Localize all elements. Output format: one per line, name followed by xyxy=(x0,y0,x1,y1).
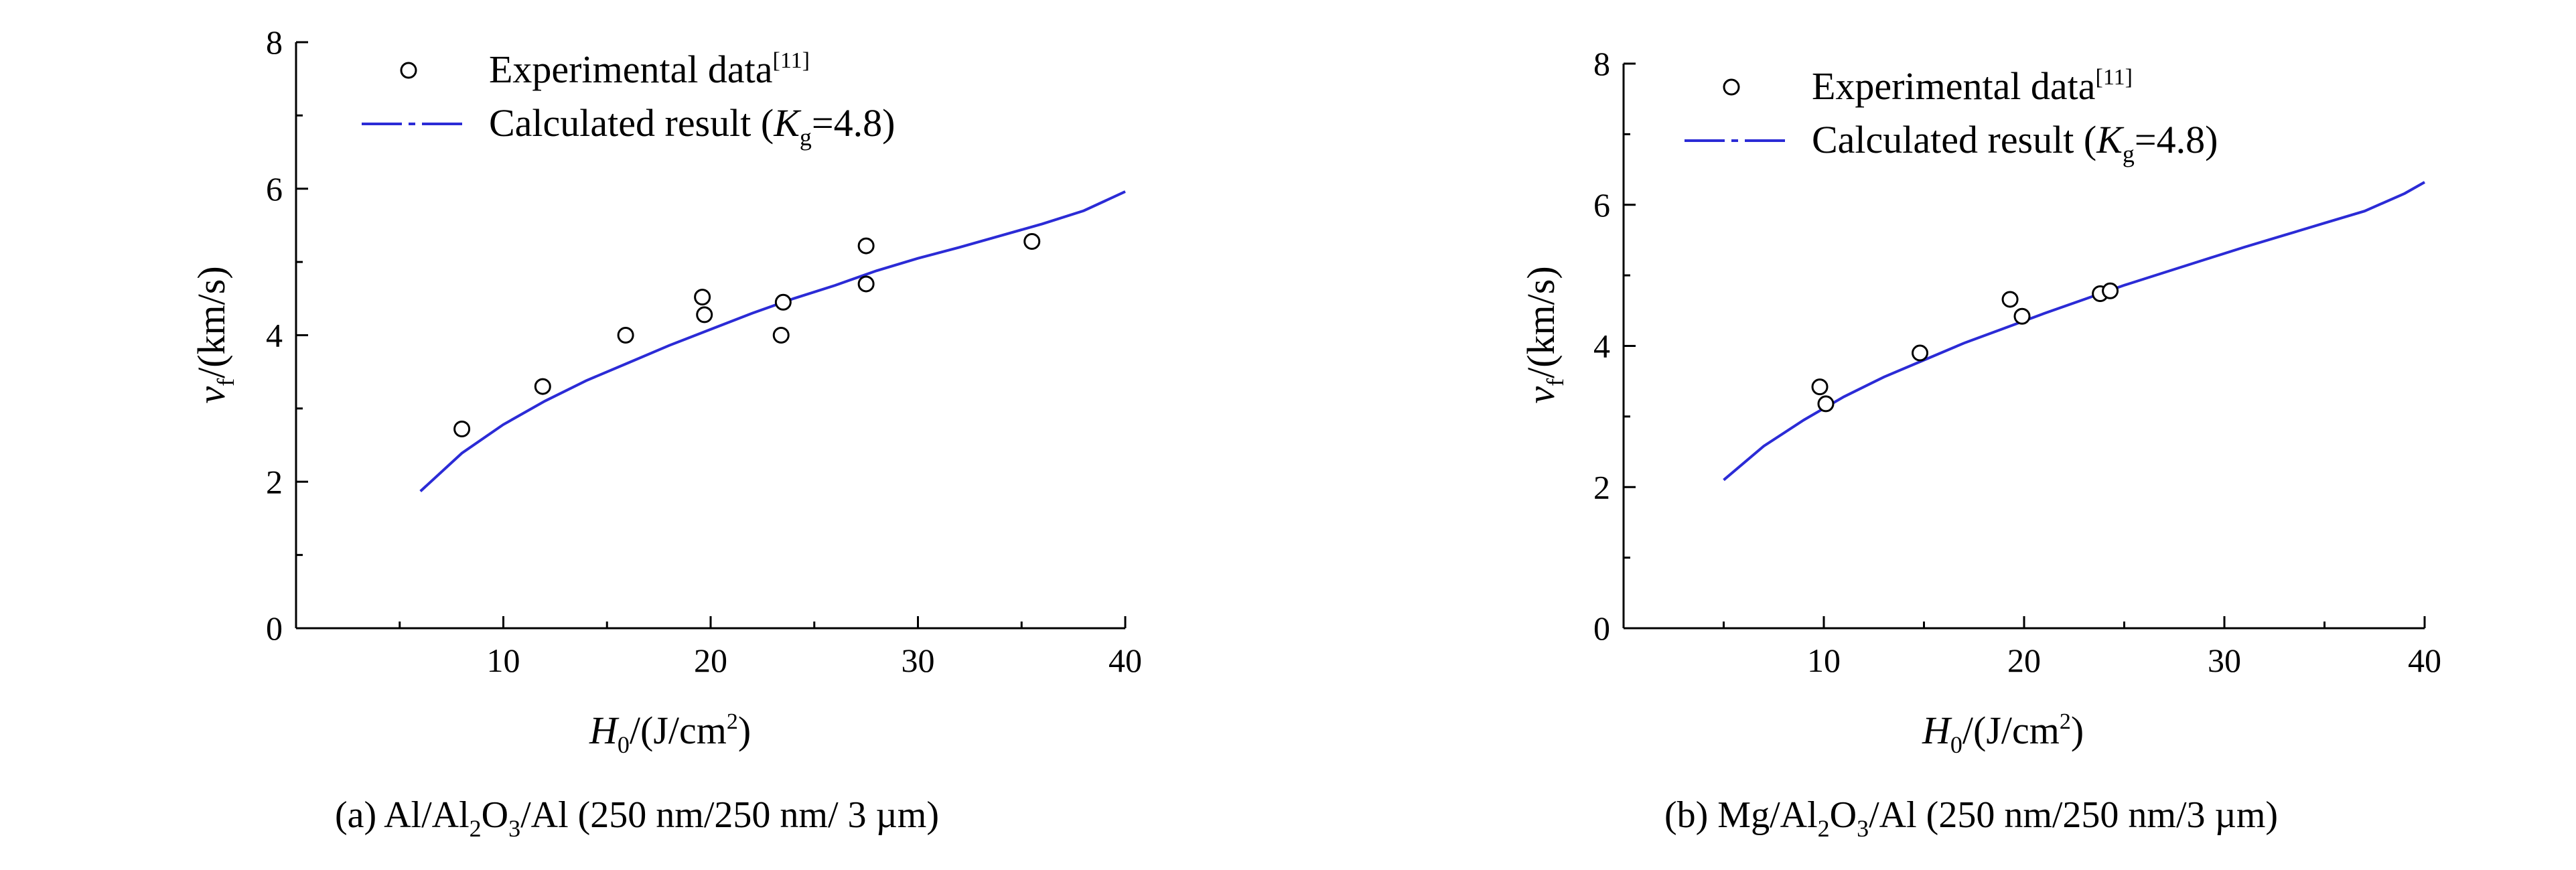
x-axis-close: ) xyxy=(738,709,751,752)
caption-part: O xyxy=(1830,794,1857,836)
y-axis-title: vf/(km/s) xyxy=(190,266,239,403)
x-tick-label: 40 xyxy=(1108,642,1142,679)
y-tick-label: 0 xyxy=(266,609,283,647)
caption-prefix: (a) xyxy=(335,794,384,836)
y-tick-label: 2 xyxy=(1593,468,1610,506)
y-axis-unit: /(km/s) xyxy=(190,266,233,378)
y-tick-label: 6 xyxy=(1593,186,1610,224)
x-axis-symbol: H xyxy=(1922,709,1952,752)
legend-label-experimental: Experimental data[11] xyxy=(489,48,810,91)
data-point xyxy=(617,327,634,344)
data-point xyxy=(2001,291,2019,308)
x-tick-label: 20 xyxy=(694,642,727,679)
caption-subscript: 3 xyxy=(508,815,520,842)
data-point xyxy=(1023,233,1041,250)
calculated-curve xyxy=(1723,181,2425,482)
legend-calculated-value: =4.8) xyxy=(2135,118,2218,161)
x-axis-subscript: 0 xyxy=(1950,731,1962,758)
x-axis-unit: /(J/cm xyxy=(1962,709,2060,752)
data-point xyxy=(2102,282,2119,299)
data-point xyxy=(453,421,471,437)
legend-experimental-text: Experimental data xyxy=(489,48,773,91)
legend: Experimental data[11] Calculated result (… xyxy=(362,48,895,151)
y-axis-subscript: f xyxy=(212,378,239,386)
legend-marker-experimental xyxy=(1723,78,1740,96)
caption-subscript: 2 xyxy=(470,815,482,842)
data-point xyxy=(857,237,875,255)
data-point xyxy=(1817,395,1835,413)
data-point xyxy=(534,378,551,395)
caption-part: /Al (250 nm/250 nm/ 3 µm) xyxy=(520,794,939,836)
legend-calculated-subscript: g xyxy=(800,124,812,151)
x-tick-label: 30 xyxy=(902,642,935,679)
caption-subscript: 2 xyxy=(1818,815,1830,842)
legend-calculated-symbol: K xyxy=(2096,118,2125,161)
y-axis-symbol: v xyxy=(190,386,233,404)
y-axis-symbol: v xyxy=(1519,386,1563,404)
y-axis-unit: /(km/s) xyxy=(1519,266,1563,378)
legend-calculated-value: =4.8) xyxy=(812,101,896,145)
caption-part: O xyxy=(482,794,508,836)
x-axis-close: ) xyxy=(2071,709,2084,752)
x-axis-title: H0/(J/cm2) xyxy=(589,709,751,758)
y-tick-label: 4 xyxy=(266,317,283,354)
legend-calculated-text: Calculated result ( xyxy=(489,101,774,145)
y-axis-title: vf/(km/s) xyxy=(1519,266,1569,403)
x-axis-unit: /(J/cm xyxy=(630,709,727,752)
panel-caption: (b) Mg/Al2O3/Al (250 nm/250 nm/3 µm) xyxy=(1664,794,2278,842)
data-point xyxy=(1811,378,1829,396)
legend-calculated-text: Calculated result ( xyxy=(1812,118,2096,161)
x-tick-label: 40 xyxy=(2408,642,2441,679)
data-point xyxy=(694,289,711,306)
caption-subscript: 3 xyxy=(1857,815,1869,842)
caption-part: Mg/Al xyxy=(1717,794,1817,836)
data-point xyxy=(696,306,713,323)
legend: Experimental data[11] Calculated result (… xyxy=(1685,64,2218,167)
panel-caption: (a) Al/Al2O3/Al (250 nm/250 nm/ 3 µm) xyxy=(335,794,939,842)
x-tick-label: 30 xyxy=(2208,642,2241,679)
x-axis-title: H0/(J/cm2) xyxy=(1922,709,2084,758)
data-point xyxy=(857,275,875,293)
legend-marker-experimental xyxy=(400,62,417,79)
calculated-curve xyxy=(419,190,1126,492)
x-tick-label: 10 xyxy=(1807,642,1841,679)
y-tick-label: 8 xyxy=(1593,45,1610,82)
legend-experimental-ref: [11] xyxy=(2096,65,2133,90)
y-tick-label: 8 xyxy=(266,23,283,61)
y-tick-label: 4 xyxy=(1593,328,1610,365)
legend-calculated-symbol: K xyxy=(773,101,802,145)
legend-label-calculated: Calculated result (Kg=4.8) xyxy=(489,101,895,151)
caption-part: Al/Al xyxy=(384,794,470,836)
legend-experimental-ref: [11] xyxy=(773,48,810,73)
data-point xyxy=(1912,344,1929,362)
caption-prefix: (b) xyxy=(1664,794,1717,836)
legend-experimental-text: Experimental data xyxy=(1812,64,2096,108)
x-axis-superscript: 2 xyxy=(2060,709,2071,734)
data-point xyxy=(2013,307,2031,325)
legend-label-experimental: Experimental data[11] xyxy=(1812,64,2133,108)
legend-calculated-subscript: g xyxy=(2123,141,2135,167)
caption-part: /Al (250 nm/250 nm/3 µm) xyxy=(1869,794,2278,836)
y-axis-subscript: f xyxy=(1542,378,1569,386)
x-tick-label: 20 xyxy=(2007,642,2041,679)
data-point xyxy=(772,327,790,344)
data-point xyxy=(774,293,792,311)
legend-label-calculated: Calculated result (Kg=4.8) xyxy=(1812,118,2218,167)
x-axis-subscript: 0 xyxy=(618,731,630,758)
x-axis-superscript: 2 xyxy=(727,709,738,734)
x-tick-label: 10 xyxy=(487,642,520,679)
y-tick-label: 0 xyxy=(1593,609,1610,647)
y-tick-label: 6 xyxy=(266,170,283,208)
x-axis-symbol: H xyxy=(589,709,620,752)
y-tick-label: 2 xyxy=(266,463,283,500)
